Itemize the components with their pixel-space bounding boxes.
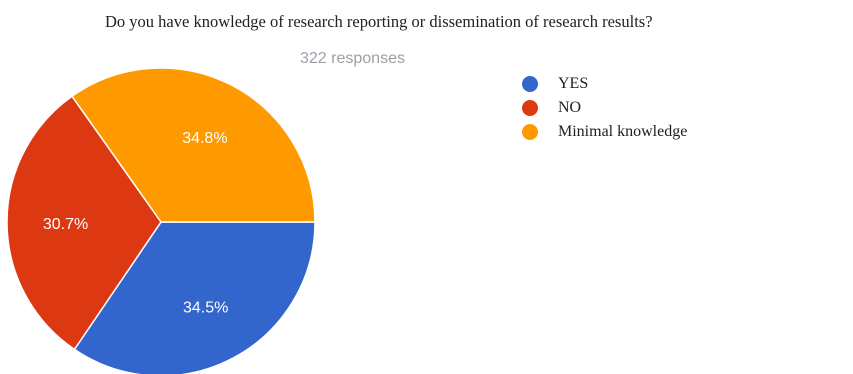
pie-slice-no[interactable] <box>6 95 162 351</box>
legend-item-minimal-knowledge[interactable]: Minimal knowledge <box>522 120 687 144</box>
chart-title: Do you have knowledge of research report… <box>105 12 653 31</box>
legend-item-no[interactable]: NO <box>522 96 687 120</box>
pie-slice-minimal-knowledge[interactable] <box>71 67 316 223</box>
legend-swatch-minimal-knowledge <box>522 124 538 140</box>
pie-label-minimal-knowledge: 34.8% <box>182 130 227 147</box>
legend-label-no: NO <box>558 99 582 116</box>
legend-item-yes[interactable]: YES <box>522 72 687 96</box>
legend-swatch-no <box>522 100 538 116</box>
legend: YES NO Minimal knowledge <box>522 72 687 144</box>
legend-label-yes: YES <box>558 75 589 92</box>
legend-swatch-yes <box>522 76 538 92</box>
pie-slice-yes[interactable] <box>73 221 316 374</box>
response-count: 322 responses <box>300 50 405 67</box>
pie-label-no: 30.7% <box>43 216 88 233</box>
pie-label-yes: 34.5% <box>183 299 228 316</box>
legend-label-minimal-knowledge: Minimal knowledge <box>558 123 688 140</box>
